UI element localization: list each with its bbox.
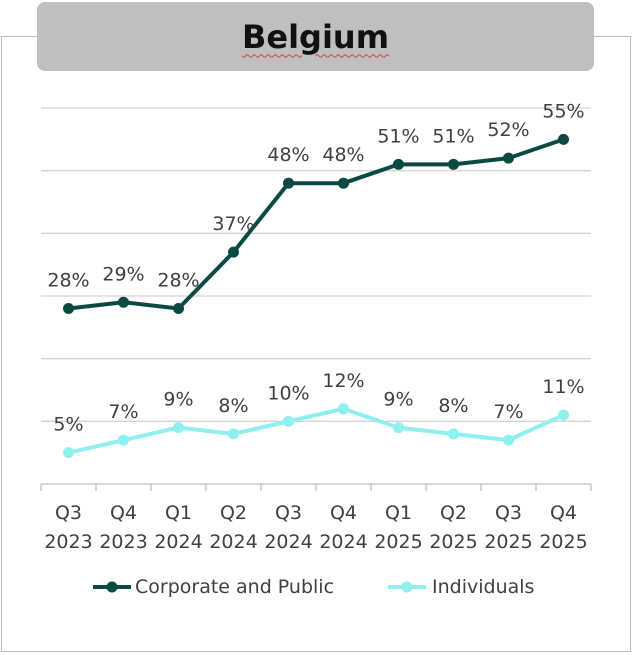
data-point: [558, 133, 569, 145]
data-label: 9%: [163, 389, 193, 411]
x-tick-label-year: 2025: [539, 531, 587, 553]
x-tick-label-year: 2025: [429, 531, 477, 553]
title-banner: Belgium: [37, 2, 594, 71]
data-point: [228, 246, 239, 258]
data-point: [503, 434, 514, 446]
data-label: 28%: [157, 270, 199, 292]
data-label: 7%: [493, 401, 523, 423]
x-tick-label-quarter: Q2: [440, 502, 467, 524]
series-line-1: [68, 137, 565, 311]
data-label: 52%: [487, 119, 529, 141]
data-label: 10%: [267, 382, 309, 404]
data-label: 11%: [542, 376, 584, 398]
data-label: 8%: [438, 395, 468, 417]
data-point: [558, 409, 569, 421]
data-point: [393, 158, 404, 170]
x-tick-label-year: 2023: [44, 531, 92, 553]
data-point: [283, 177, 294, 189]
data-label: 9%: [383, 389, 413, 411]
data-point: [338, 177, 349, 189]
x-tick-label-quarter: Q3: [495, 502, 522, 524]
data-label: 5%: [53, 414, 83, 436]
data-label: 12%: [322, 370, 364, 392]
data-point: [228, 428, 239, 440]
data-point: [503, 152, 514, 164]
data-point: [173, 303, 184, 315]
data-point: [448, 428, 459, 440]
x-tick-label-quarter: Q1: [165, 502, 192, 524]
data-label: 51%: [432, 125, 474, 147]
data-label: 48%: [322, 144, 364, 166]
x-tick-label-quarter: Q3: [275, 502, 302, 524]
data-point: [63, 447, 74, 459]
x-tick-label-year: 2023: [99, 531, 147, 553]
chart-frame: [1, 36, 631, 652]
x-tick-label-quarter: Q4: [330, 502, 357, 524]
legend-swatch-marker: [401, 581, 413, 593]
data-point: [283, 415, 294, 427]
chart-title: Belgium: [241, 17, 390, 56]
x-tick-label-year: 2025: [374, 531, 422, 553]
x-tick-label-year: 2024: [154, 531, 202, 553]
legend-label: Individuals: [432, 576, 534, 598]
x-tick-label-quarter: Q1: [385, 502, 412, 524]
data-label: 37%: [212, 213, 254, 235]
legend-label: Corporate and Public: [135, 576, 334, 598]
x-tick-label-year: 2024: [264, 531, 312, 553]
x-tick-label-quarter: Q4: [550, 502, 577, 524]
data-label: 55%: [542, 100, 584, 122]
series-line-2: [68, 406, 565, 455]
x-tick-label-quarter: Q3: [55, 502, 82, 524]
x-tick-label-year: 2025: [484, 531, 532, 553]
data-label: 51%: [377, 125, 419, 147]
data-point: [118, 434, 129, 446]
data-point: [393, 422, 404, 434]
data-point: [338, 403, 349, 415]
data-label: 48%: [267, 144, 309, 166]
data-point: [118, 296, 129, 308]
x-tick-label-year: 2024: [319, 531, 367, 553]
data-point: [63, 303, 74, 315]
data-label: 28%: [47, 270, 89, 292]
data-point: [173, 422, 184, 434]
x-tick-label-quarter: Q4: [110, 502, 137, 524]
data-point: [448, 158, 459, 170]
data-label: 7%: [108, 401, 138, 423]
legend-swatch-marker: [106, 581, 118, 593]
data-label: 8%: [218, 395, 248, 417]
data-label: 29%: [102, 263, 144, 285]
x-tick-label-quarter: Q2: [220, 502, 247, 524]
x-tick-label-year: 2024: [209, 531, 257, 553]
